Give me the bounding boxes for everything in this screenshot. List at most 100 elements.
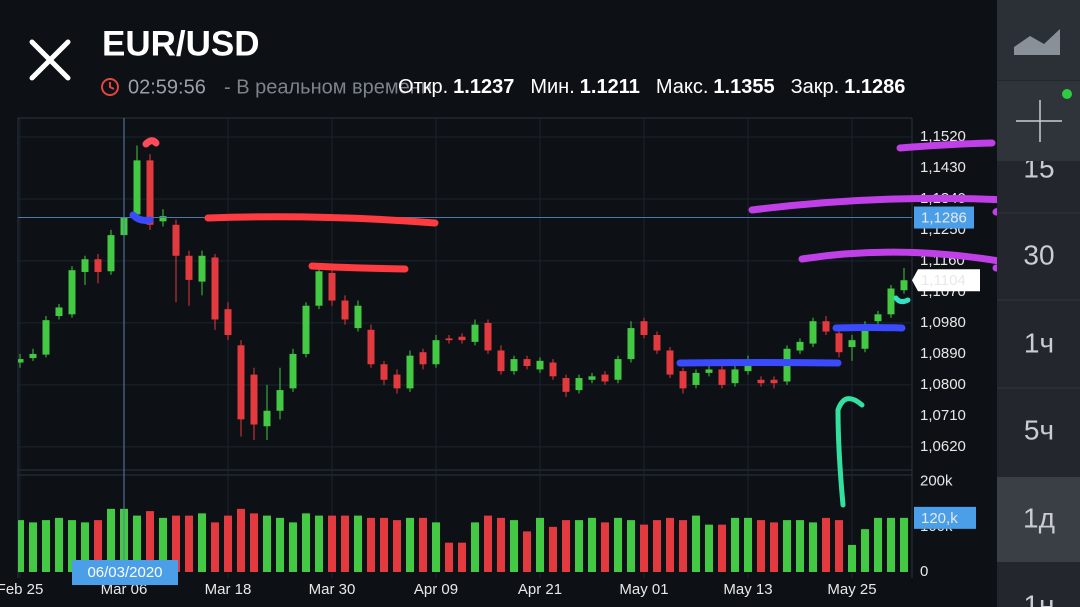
volume-bar — [341, 515, 349, 572]
volume-bar — [484, 515, 492, 572]
close-label: 1,1286 — [921, 210, 967, 227]
candle-body — [81, 259, 89, 272]
timeframe-1h[interactable]: 1ч — [1024, 327, 1054, 358]
volume-bar — [328, 515, 336, 572]
candle-body — [848, 340, 856, 348]
timeframe-30[interactable]: 30 — [1023, 239, 1054, 270]
volume-bar — [835, 520, 843, 572]
timeframe-1d[interactable]: 1д — [1023, 502, 1055, 533]
x-tick-label: Apr 09 — [414, 581, 458, 598]
chart-type-button[interactable] — [997, 0, 1080, 80]
volume-bar — [874, 517, 882, 572]
close-button[interactable] — [29, 39, 71, 81]
volume-bar — [380, 517, 388, 572]
stat-value: 1.1355 — [713, 76, 774, 98]
candle-body — [354, 305, 362, 329]
volume-label-box — [914, 506, 976, 529]
volume-bar — [653, 520, 661, 572]
candle-body — [328, 272, 336, 301]
volume-bar — [419, 517, 427, 572]
volume-tick-label: 200k — [920, 473, 953, 490]
last-price-box — [912, 269, 980, 292]
candle-body — [822, 321, 830, 332]
candle-body — [159, 216, 167, 222]
candle-body — [887, 288, 895, 315]
candle-body — [705, 369, 713, 373]
selected-timeframe — [997, 477, 1080, 562]
candle-body — [224, 309, 232, 335]
candle-body — [861, 324, 869, 349]
candle-body — [796, 341, 804, 351]
candle-body — [406, 355, 414, 389]
x-tick-label: Apr 21 — [518, 581, 562, 598]
volume-bar — [757, 520, 765, 572]
candle-body — [718, 369, 726, 385]
candle-body — [198, 255, 206, 282]
volume-bar — [471, 522, 479, 572]
y-tick-label: 1,0890 — [920, 345, 966, 362]
candle-body — [29, 353, 37, 359]
candle-body — [289, 353, 297, 389]
candle-body — [770, 379, 778, 384]
candle-body — [263, 410, 271, 427]
volume-bar — [562, 520, 570, 572]
volume-bar — [393, 520, 401, 572]
candle-body — [627, 328, 635, 360]
volume-bar — [458, 542, 466, 572]
chart-frame — [17, 117, 913, 578]
volume-bar — [679, 520, 687, 572]
candle-body — [497, 350, 505, 372]
y-tick-label: 1,0980 — [920, 314, 966, 331]
volume-bar — [614, 517, 622, 572]
y-tick-label: 1,1520 — [920, 128, 966, 145]
candle-body — [731, 369, 739, 384]
x-tick-label: May 25 — [827, 581, 876, 598]
stat-value: 1.1237 — [453, 76, 514, 98]
candle-body — [341, 300, 349, 320]
volume-bar — [276, 517, 284, 572]
volume-bar — [68, 520, 76, 572]
candle-body — [94, 259, 102, 272]
volume-bar — [445, 542, 453, 572]
candle-body — [276, 390, 284, 411]
candle-body — [536, 360, 544, 370]
candle-body — [653, 334, 661, 351]
candle-body — [510, 359, 518, 372]
candle-body — [393, 374, 401, 389]
crosshair-icon — [1016, 100, 1062, 142]
candle-body — [237, 345, 245, 420]
candle-body — [809, 321, 817, 344]
candle-body — [666, 350, 674, 375]
timeframe-1w[interactable]: 1н — [1023, 589, 1054, 607]
timeframe-5h[interactable]: 5ч — [1024, 414, 1054, 445]
candle-body — [614, 359, 622, 380]
y-tick-label: 1,0800 — [920, 376, 966, 393]
volume-bar — [575, 520, 583, 572]
candle-body — [185, 255, 193, 280]
volume-bar — [770, 522, 778, 572]
crosshair-date-box — [72, 560, 178, 585]
volume-bar — [497, 517, 505, 572]
candle-body — [588, 376, 596, 380]
y-tick-label: 1,1430 — [920, 159, 966, 176]
volume-bar — [29, 522, 37, 572]
candle-body — [445, 338, 453, 341]
volume-bar — [42, 520, 50, 572]
stats: Откр. 1.1237 Мин. 1.1211 Макс. 1.1355 Закр. 1.1… — [398, 76, 905, 98]
volume-bar — [848, 544, 856, 572]
volume-bar — [367, 517, 375, 572]
candle-body — [302, 305, 310, 354]
volume-bar — [549, 526, 557, 572]
volume-bar — [536, 517, 544, 572]
x-tick-label: May 13 — [723, 581, 772, 598]
stat-value: 1.1211 — [580, 76, 640, 98]
candle-body — [549, 362, 557, 377]
volume-bar — [731, 517, 739, 572]
candle-body — [211, 257, 219, 320]
volume-bar — [198, 513, 206, 572]
candle-body — [484, 322, 492, 351]
candle-body — [640, 321, 648, 335]
x-tick-label: Mar 30 — [309, 581, 356, 598]
candle-body — [42, 320, 50, 355]
